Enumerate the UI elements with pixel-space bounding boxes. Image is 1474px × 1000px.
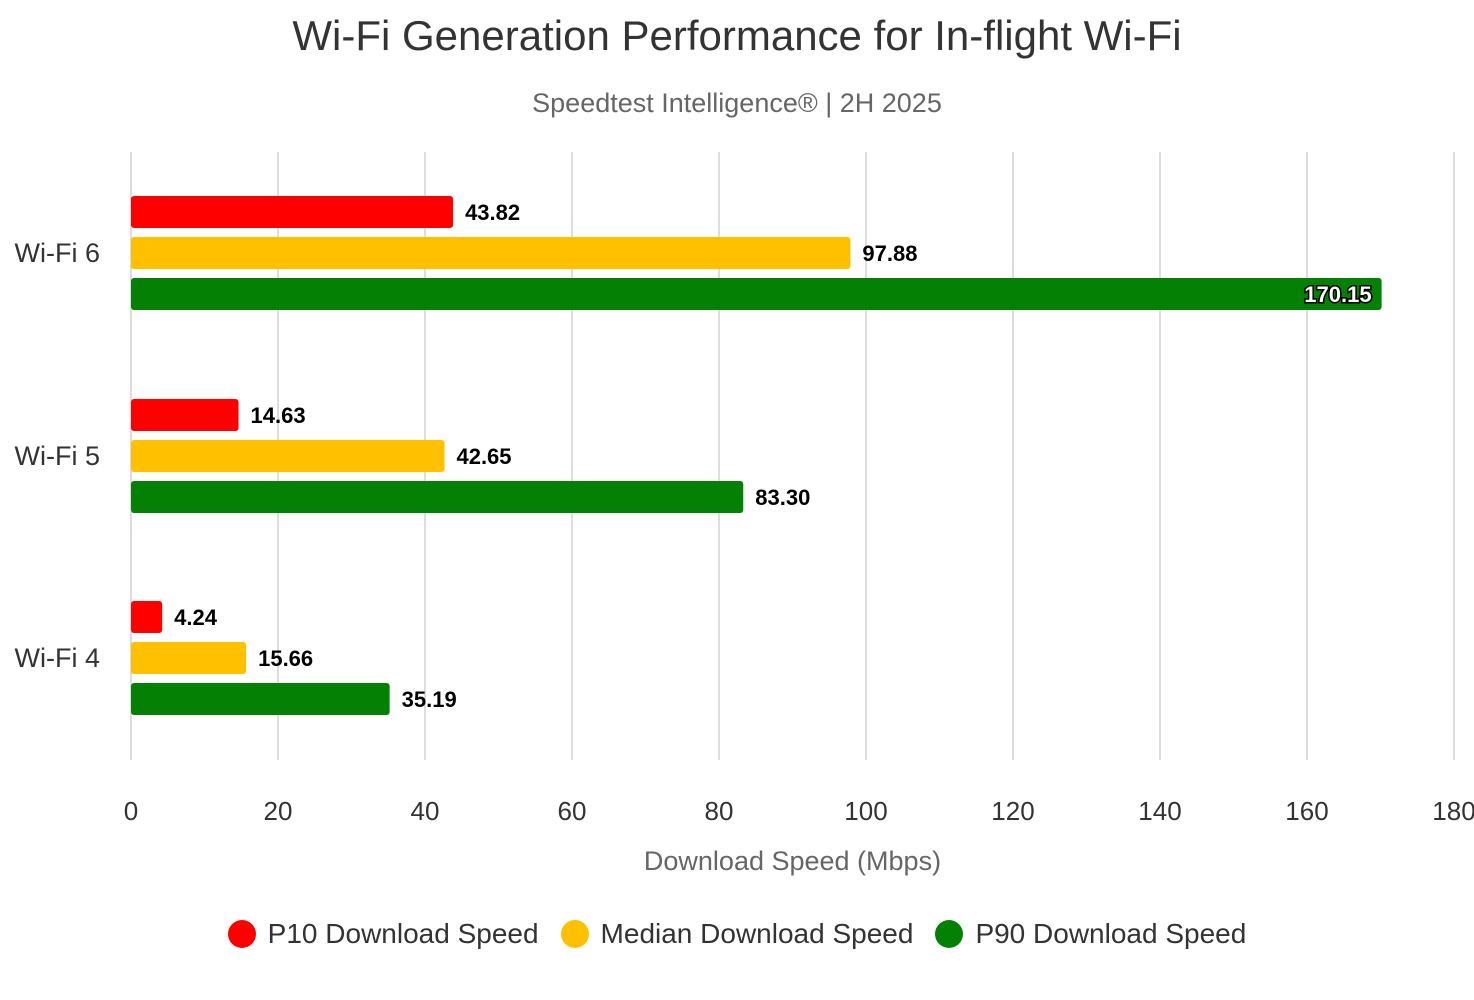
legend-item-median[interactable]: Median Download Speed: [560, 918, 914, 950]
legend-label-median: Median Download Speed: [600, 918, 914, 949]
chart-subtitle: Speedtest Intelligence® | 2H 2025: [532, 88, 942, 118]
x-axis-title: Download Speed (Mbps): [644, 846, 941, 876]
legend: P10 Download Speed Median Download Speed…: [0, 918, 1474, 950]
bar-s0-c2: [131, 601, 163, 633]
x-tick-label-60: 60: [558, 796, 587, 826]
data-label-s2-c0: 170.15: [1304, 282, 1371, 307]
data-label-s1-c2: 15.66: [258, 646, 313, 671]
x-tick-label-20: 20: [264, 796, 293, 826]
x-tick-label-160: 160: [1285, 796, 1328, 826]
data-label-s2-c2: 35.19: [402, 687, 457, 712]
bar-s1-c2: [131, 642, 247, 674]
chart-title: Wi-Fi Generation Performance for In-flig…: [292, 12, 1182, 59]
x-tick-label-40: 40: [411, 796, 440, 826]
legend-item-p10[interactable]: P10 Download Speed: [227, 918, 539, 950]
x-tick-label-120: 120: [991, 796, 1034, 826]
legend-label-p90: P90 Download Speed: [975, 918, 1247, 949]
x-tick-label-0: 0: [124, 796, 138, 826]
bar-s1-c0: [131, 237, 851, 269]
bar-s2-c1: [131, 481, 744, 513]
data-label-s0-c0: 43.82: [465, 200, 520, 225]
y-category-label-2: Wi-Fi 4: [15, 643, 100, 673]
data-label-s0-c1: 14.63: [251, 403, 306, 428]
legend-label-p10: P10 Download Speed: [267, 918, 539, 949]
bar-s2-c0: [131, 278, 1382, 310]
legend-item-p90[interactable]: P90 Download Speed: [935, 918, 1246, 950]
bar-s0-c0: [131, 196, 454, 228]
bar-s0-c1: [131, 399, 239, 431]
bar-s1-c1: [131, 440, 445, 472]
x-tick-label-140: 140: [1138, 796, 1181, 826]
x-tick-label-100: 100: [844, 796, 887, 826]
data-label-s1-c1: 42.65: [456, 444, 511, 469]
x-tick-label-180: 180: [1432, 796, 1474, 826]
legend-swatch-p10: [227, 920, 256, 948]
bar-s2-c2: [131, 683, 390, 715]
legend-swatch-median: [560, 920, 589, 948]
data-label-s1-c0: 97.88: [862, 241, 917, 266]
data-label-s2-c1: 83.30: [755, 485, 810, 510]
legend-swatch-p90: [935, 920, 964, 948]
y-category-label-1: Wi-Fi 5: [15, 441, 100, 471]
data-label-s0-c2: 4.24: [174, 605, 218, 630]
y-category-label-0: Wi-Fi 6: [15, 238, 100, 268]
x-tick-label-80: 80: [705, 796, 734, 826]
